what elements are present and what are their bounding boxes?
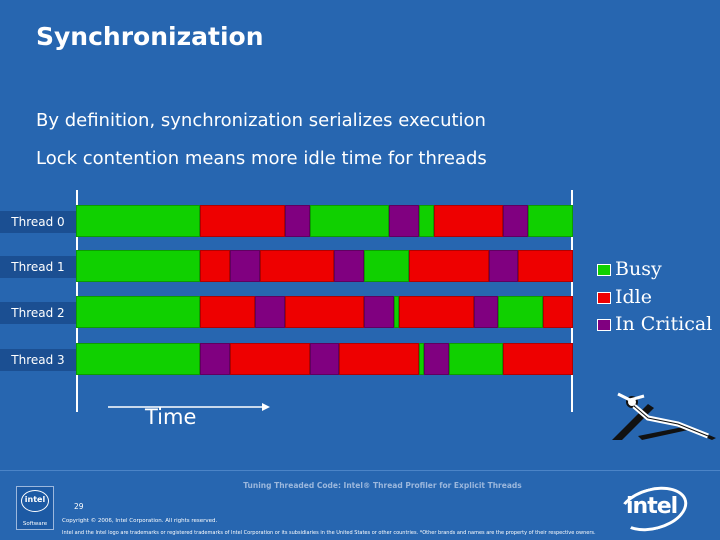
idle-segment — [399, 296, 474, 328]
legend-item-idle: Idle — [597, 286, 652, 308]
legend-swatch — [597, 319, 611, 331]
intel-software-logo: intel Software — [16, 486, 54, 530]
thread-label: Thread 0 — [0, 211, 86, 233]
bullet-1: By definition, synchronization serialize… — [36, 110, 486, 131]
copyright-text: Copyright © 2006, Intel Corporation. All… — [62, 518, 218, 524]
legend-label: Busy — [615, 258, 662, 280]
critical-segment — [200, 343, 231, 375]
critical-segment — [473, 296, 499, 328]
idle-segment — [518, 250, 573, 282]
idle-segment — [259, 250, 335, 282]
time-label: Time — [145, 405, 197, 429]
critical-segment — [284, 205, 310, 237]
thread-label: Thread 3 — [0, 349, 86, 371]
idle-segment — [408, 250, 489, 282]
busy-segment — [76, 205, 201, 237]
legend-item-critical: In Critical — [597, 313, 712, 335]
idle-segment — [200, 296, 255, 328]
thread-label: Thread 1 — [0, 256, 86, 278]
busy-segment — [76, 250, 201, 282]
footer-divider — [0, 470, 720, 471]
thread-timeline — [76, 205, 573, 237]
busy-segment — [394, 296, 400, 328]
critical-segment — [230, 250, 260, 282]
critical-segment — [254, 296, 285, 328]
time-arrow-icon — [108, 403, 270, 411]
idle-segment — [200, 250, 231, 282]
idle-segment — [433, 205, 504, 237]
thread-timeline — [76, 250, 573, 282]
critical-segment — [503, 205, 529, 237]
busy-segment — [364, 250, 409, 282]
trademark-text: Intel and the Intel logo are trademarks … — [62, 530, 596, 536]
critical-segment — [364, 296, 395, 328]
legend-label: In Critical — [615, 313, 713, 335]
slide-title: Synchronization — [36, 22, 264, 51]
bullet-2: Lock contention means more idle time for… — [36, 148, 487, 169]
thread-label: Thread 2 — [0, 302, 86, 324]
idle-segment — [543, 296, 573, 328]
busy-segment — [528, 205, 573, 237]
legend-label: Idle — [615, 286, 652, 308]
relaxing-person-icon — [612, 392, 716, 440]
legend-item-busy: Busy — [597, 258, 662, 280]
legend-swatch — [597, 264, 611, 276]
busy-segment — [448, 343, 504, 375]
idle-segment — [200, 205, 285, 237]
idle-segment — [230, 343, 310, 375]
critical-segment — [309, 343, 340, 375]
idle-segment — [503, 343, 573, 375]
critical-segment — [423, 343, 449, 375]
busy-segment — [76, 296, 201, 328]
page-number: 29 — [74, 502, 84, 511]
legend-swatch — [597, 292, 611, 304]
intel-logo: intel — [613, 479, 693, 539]
critical-segment — [389, 205, 419, 237]
idle-segment — [339, 343, 419, 375]
thread-timeline — [76, 343, 573, 375]
busy-segment — [498, 296, 544, 328]
busy-segment — [76, 343, 201, 375]
footer-title: Tuning Threaded Code: Intel® Thread Prof… — [243, 481, 522, 490]
busy-segment — [418, 205, 434, 237]
critical-segment — [334, 250, 365, 282]
idle-segment — [284, 296, 365, 328]
busy-segment — [309, 205, 390, 237]
busy-segment — [418, 343, 424, 375]
thread-timeline — [76, 296, 573, 328]
critical-segment — [488, 250, 519, 282]
